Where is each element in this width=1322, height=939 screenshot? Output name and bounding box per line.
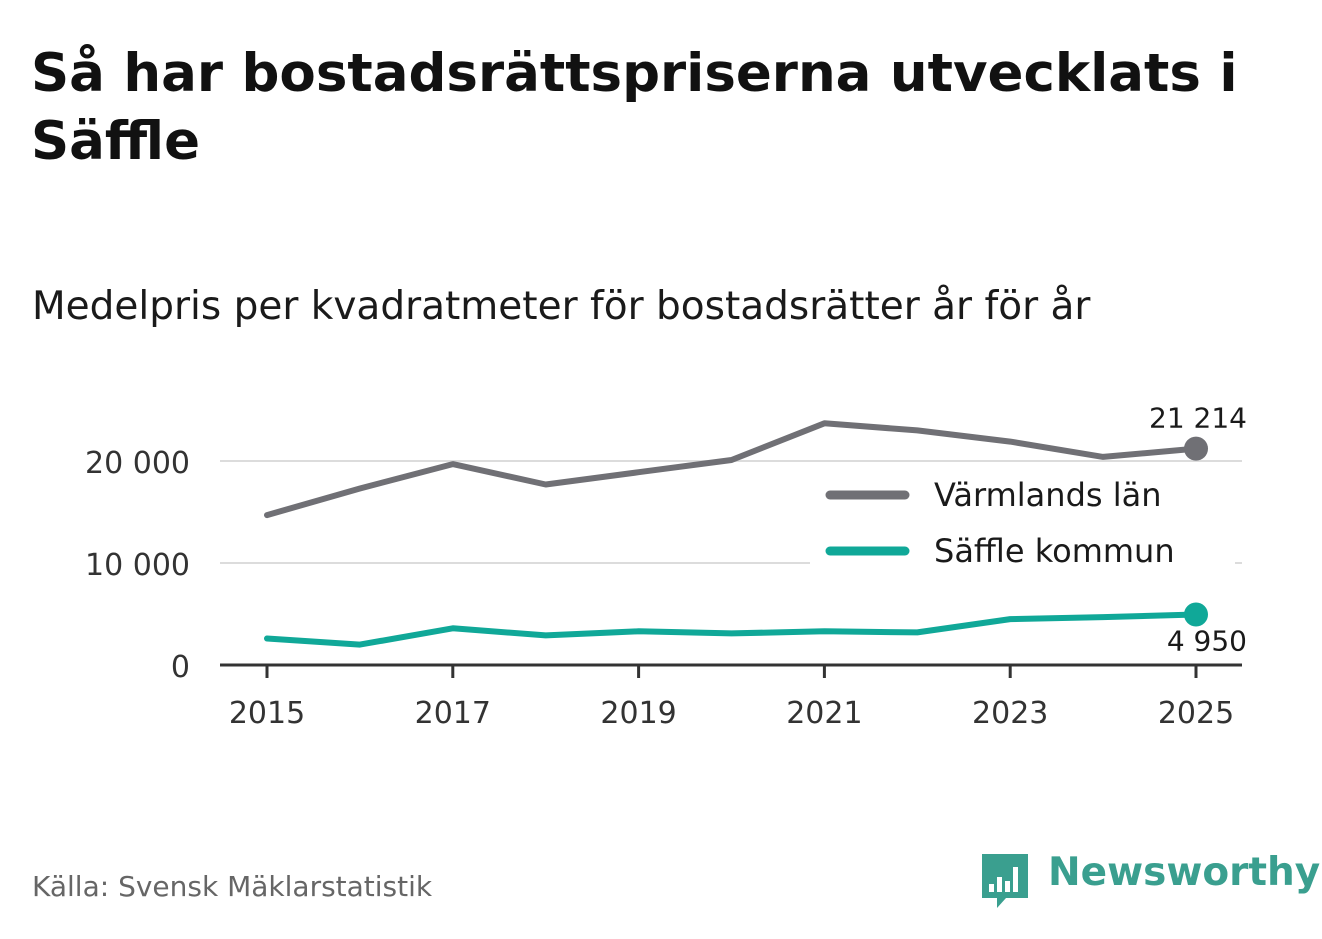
end-point-marker xyxy=(1184,436,1208,461)
end-value-label: 21 214 xyxy=(1149,402,1247,435)
chart-subtitle: Medelpris per kvadratmeter för bostadsrä… xyxy=(32,284,1091,329)
chart-title: Så har bostadsrättspriserna utvecklats i… xyxy=(31,43,1238,172)
legend-background xyxy=(810,470,1235,580)
x-tick-label: 2015 xyxy=(229,696,305,731)
y-tick-label: 10 000 xyxy=(85,548,190,583)
brand-logo: Newsworthy xyxy=(980,848,1320,912)
brand-name: Newsworthy xyxy=(1048,850,1321,895)
newsworthy-logo-icon xyxy=(982,854,1028,908)
end-value-label: 4 950 xyxy=(1167,625,1247,658)
x-tick-label: 2025 xyxy=(1158,696,1234,731)
x-tick-label: 2021 xyxy=(786,696,862,731)
x-tick-label: 2019 xyxy=(600,696,676,731)
end-point-marker xyxy=(1184,602,1208,627)
series-line-varmland xyxy=(264,420,1199,519)
x-tick-label: 2017 xyxy=(415,696,491,731)
legend-label: Säffle kommun xyxy=(934,532,1175,570)
legend: Värmlands län Säffle kommun xyxy=(810,470,1235,580)
label-layer: 21 214 4 950 xyxy=(1149,402,1247,658)
source-note: Källa: Svensk Mäklarstatistik xyxy=(32,870,433,903)
series-layer xyxy=(264,420,1208,648)
y-tick-label: 0 xyxy=(171,650,190,685)
series-line-saffle xyxy=(264,611,1199,648)
axis-layer: 0 10 000 20 000 2015 2017 2019 2021 2023 2025 xyxy=(85,446,1242,731)
y-tick-label: 20 000 xyxy=(85,446,190,481)
x-tick-label: 2023 xyxy=(972,696,1048,731)
legend-label: Värmlands län xyxy=(934,476,1162,514)
